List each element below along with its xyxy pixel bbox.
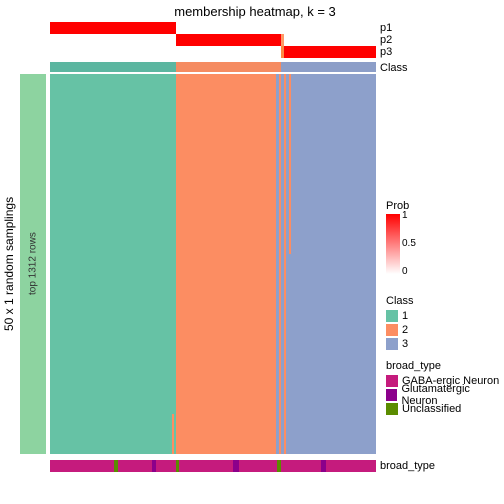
p1-label: p1 (380, 22, 392, 34)
heat-cluster-2 (176, 74, 281, 454)
plot-title: membership heatmap, k = 3 (135, 4, 375, 19)
broad-type-segment (326, 460, 376, 472)
p3-row (50, 46, 376, 58)
heat-cluster-1 (50, 74, 176, 454)
p3-inactive-b (176, 46, 281, 58)
legend-label: 2 (402, 324, 408, 336)
noise-streak (276, 74, 279, 454)
swatch-icon (386, 375, 398, 387)
legend-prob: Prob 1 0.5 0 (386, 200, 409, 274)
swatch-icon (386, 324, 398, 336)
legend-label: 1 (402, 310, 408, 322)
heatmap-body (50, 74, 376, 454)
noise-streak (289, 74, 291, 254)
swatch-icon (386, 338, 398, 350)
left-row-group: top 1312 rows (20, 74, 46, 454)
class-3 (281, 62, 376, 72)
broad-type-segment (281, 460, 321, 472)
p1-active (50, 22, 176, 34)
legend-class-title: Class (386, 295, 414, 307)
p3-inactive-a (50, 46, 176, 58)
p-annotation-block (50, 22, 376, 58)
class-annotation-row (50, 62, 376, 72)
swatch-icon (386, 389, 397, 401)
broad-type-label: broad_type (380, 460, 435, 472)
p1-row (50, 22, 376, 34)
p3-active (284, 46, 376, 58)
legend-broadtype: broad_type GABA-ergic Neuron Glutamaterg… (386, 360, 504, 416)
broad-type-segment (179, 460, 233, 472)
broad-type-segment (156, 460, 176, 472)
legend-label: Unclassified (402, 403, 461, 415)
legend-class-item-2: 2 (386, 323, 414, 337)
p1-inactive (176, 22, 376, 34)
legend-class-item-1: 1 (386, 309, 414, 323)
legend-bt-item-2: Glutamatergic Neuron (386, 388, 504, 402)
p2-row (50, 34, 376, 46)
legend-class: Class 1 2 3 (386, 295, 414, 351)
broad-type-segment (118, 460, 152, 472)
p2-inactive-a (50, 34, 176, 46)
p2-inactive-b (284, 34, 376, 46)
legend-label: 3 (402, 338, 408, 350)
class-label: Class (380, 62, 408, 74)
prob-gradient: 1 0.5 0 (386, 214, 400, 274)
noise-streak (172, 414, 174, 454)
prob-tick-0: 0 (402, 266, 408, 277)
prob-tick-05: 0.5 (402, 238, 416, 249)
swatch-icon (386, 403, 398, 415)
prob-tick-1: 1 (402, 210, 408, 221)
left-axis-label: 50 x 1 random samplings (0, 74, 18, 454)
broad-type-row (50, 460, 376, 472)
broad-type-segment (239, 460, 277, 472)
legend-class-item-3: 3 (386, 337, 414, 351)
legend-broadtype-title: broad_type (386, 360, 504, 372)
heat-cluster-3 (281, 74, 376, 454)
class-1 (50, 62, 176, 72)
swatch-icon (386, 310, 398, 322)
broad-type-segment (50, 460, 114, 472)
noise-streak (284, 74, 286, 454)
p3-label: p3 (380, 46, 392, 58)
p2-active (176, 34, 281, 46)
p2-label: p2 (380, 34, 392, 46)
class-2 (176, 62, 281, 72)
